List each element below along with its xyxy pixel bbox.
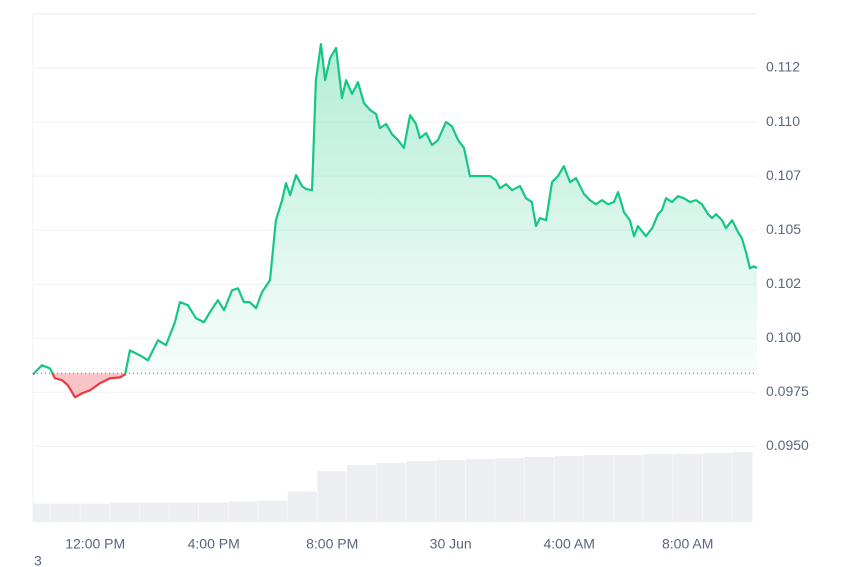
volume-bar: [702, 453, 732, 522]
y-tick-label: 0.0975: [766, 383, 809, 399]
volume-bar: [317, 471, 347, 522]
y-tick-label: 0.107: [766, 167, 801, 183]
volume-bar: [50, 503, 80, 522]
volume-bar: [554, 456, 584, 522]
volume-bar: [613, 455, 643, 522]
volume-bar: [732, 452, 753, 522]
volume-bar: [376, 463, 406, 522]
volume-bar: [495, 458, 525, 522]
price-area: [33, 44, 757, 398]
volume-bar: [524, 457, 554, 522]
volume-bar: [465, 459, 495, 522]
y-tick-label: 0.110: [766, 113, 800, 129]
volume-bar: [80, 503, 110, 522]
volume-bar: [347, 465, 377, 522]
volume-bar: [169, 502, 199, 522]
volume-bar: [672, 454, 702, 522]
x-tick-label: 4:00 AM: [543, 536, 594, 552]
volume-bar: [435, 460, 466, 522]
footnote: 3: [34, 553, 42, 567]
price-line: [32, 42, 758, 399]
y-tick-label: 0.105: [766, 221, 801, 237]
x-tick-label: 8:00 PM: [306, 536, 358, 552]
volume-bar: [228, 501, 258, 522]
y-tick-label: 0.100: [766, 329, 801, 345]
volume-bar: [110, 502, 140, 522]
volume-bar: [33, 503, 51, 522]
volume-bar: [287, 491, 317, 522]
x-tick-label: 4:00 PM: [188, 536, 240, 552]
volume-bar: [643, 454, 673, 522]
y-tick-label: 0.112: [766, 59, 800, 75]
x-tick-label: 8:00 AM: [662, 536, 713, 552]
volume-bar: [406, 461, 436, 522]
volume-bar: [583, 455, 614, 522]
volume-bar: [198, 502, 229, 522]
y-tick-label: 0.0950: [766, 437, 809, 453]
x-tick-label: 12:00 PM: [65, 536, 125, 552]
y-tick-label: 0.102: [766, 275, 801, 291]
volume-bar: [258, 500, 288, 522]
x-tick-label: 30 Jun: [430, 536, 472, 552]
volume-bar: [139, 502, 169, 522]
